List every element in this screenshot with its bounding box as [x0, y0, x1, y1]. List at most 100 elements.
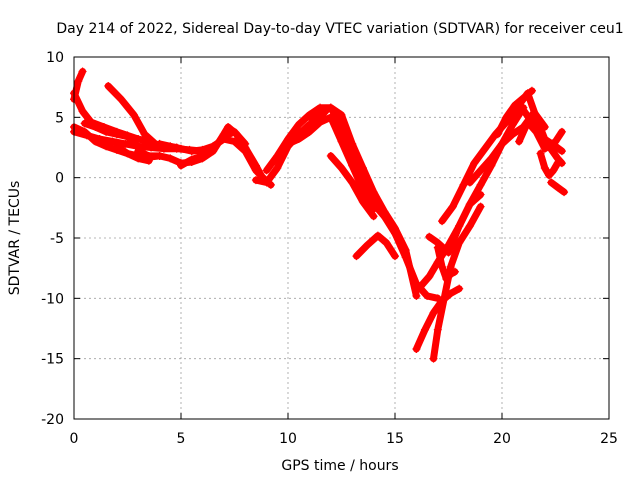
- x-tick-label: 5: [177, 431, 186, 447]
- data-point-marker: [455, 238, 464, 247]
- x-axis-ticks: 0 5 10 15 20 25: [70, 57, 618, 447]
- data-point-marker: [155, 151, 164, 160]
- data-point-marker: [91, 122, 100, 131]
- data-point-marker: [348, 161, 357, 170]
- data-point-marker: [95, 135, 104, 144]
- data-point-marker: [241, 139, 250, 148]
- series-sat-o: [326, 151, 378, 221]
- series-sat-v: [433, 243, 459, 284]
- data-point-marker: [412, 291, 421, 300]
- series-sat-p: [352, 231, 399, 261]
- series-sat-ac: [547, 178, 569, 197]
- y-tick-label: -5: [50, 231, 64, 247]
- data-point-marker: [177, 161, 185, 170]
- data-point-marker: [262, 166, 271, 175]
- data-point-marker: [140, 130, 149, 139]
- data-point-marker: [219, 132, 228, 141]
- data-point-marker: [155, 139, 164, 148]
- data-point-marker: [294, 135, 303, 144]
- y-axis-label: SDTVAR / TECUs: [7, 181, 23, 296]
- data-point-marker: [480, 144, 489, 153]
- data-point-marker: [412, 345, 421, 354]
- data-point-marker: [262, 178, 271, 187]
- data-point-marker: [425, 232, 434, 241]
- data-point-marker: [352, 252, 361, 261]
- data-point-marker: [519, 94, 528, 103]
- data-point-marker: [82, 131, 91, 140]
- data-point-marker: [373, 231, 382, 240]
- data-point-marker: [493, 130, 502, 139]
- y-axis-ticks: -20 -15 -10 -5 0 5 10: [41, 50, 609, 428]
- data-point-marker: [78, 107, 87, 116]
- data-point-marker: [134, 154, 143, 163]
- data-point-marker: [440, 294, 449, 303]
- data-point-marker: [134, 135, 143, 144]
- data-point-marker: [230, 127, 239, 136]
- data-point-marker: [123, 132, 132, 141]
- series-group: [70, 67, 569, 363]
- data-point-marker: [102, 127, 111, 136]
- data-point-marker: [515, 137, 524, 146]
- data-point-marker: [510, 101, 519, 110]
- data-point-marker: [527, 86, 536, 95]
- data-point-marker: [444, 248, 453, 257]
- data-point-marker: [166, 142, 175, 151]
- data-point-marker: [429, 354, 438, 363]
- data-point-marker: [166, 154, 175, 163]
- data-point-marker: [337, 137, 346, 146]
- data-point-marker: [382, 238, 391, 247]
- data-point-marker: [530, 108, 539, 117]
- data-point-marker: [391, 252, 399, 261]
- data-point-marker: [465, 178, 474, 187]
- data-point-marker: [476, 190, 485, 199]
- series-line: [466, 109, 549, 186]
- data-point-marker: [536, 130, 545, 139]
- data-point-marker: [117, 95, 126, 104]
- data-point-marker: [502, 113, 511, 122]
- data-point-marker: [487, 154, 496, 163]
- data-point-marker: [455, 221, 464, 230]
- x-tick-label: 20: [493, 431, 511, 447]
- data-point-marker: [123, 149, 132, 158]
- data-point-marker: [316, 118, 325, 127]
- data-point-marker: [549, 166, 558, 175]
- data-point-marker: [337, 110, 346, 119]
- data-point-marker: [284, 139, 292, 148]
- series-sat-j: [177, 127, 250, 170]
- y-tick-label: 5: [55, 110, 64, 126]
- data-point-marker: [230, 137, 239, 146]
- x-tick-label: 10: [279, 431, 297, 447]
- series-sat-g: [112, 142, 153, 165]
- data-point-marker: [498, 139, 506, 148]
- data-point-marker: [224, 122, 233, 131]
- data-point-marker: [382, 214, 391, 223]
- data-point-marker: [438, 217, 447, 226]
- data-point-marker: [365, 197, 374, 206]
- data-point-marker: [209, 144, 218, 153]
- data-point-marker: [316, 106, 325, 115]
- data-point-marker: [527, 118, 536, 127]
- y-tick-label: 0: [55, 171, 64, 187]
- series-line: [515, 118, 566, 153]
- data-point-marker: [438, 262, 447, 271]
- grid: [74, 57, 609, 419]
- data-point-marker: [187, 155, 196, 164]
- data-point-marker: [326, 113, 335, 122]
- data-point-marker: [108, 137, 117, 146]
- series-line: [353, 232, 399, 260]
- data-point-marker: [373, 205, 382, 214]
- data-point-marker: [251, 166, 260, 175]
- data-point-marker: [536, 149, 545, 158]
- x-axis-label: GPS time / hours: [281, 458, 398, 474]
- data-point-marker: [251, 176, 260, 185]
- data-point-marker: [459, 180, 468, 189]
- series-sat-ab: [536, 149, 562, 180]
- data-point-marker: [448, 202, 457, 211]
- data-point-marker: [305, 127, 314, 136]
- data-point-marker: [470, 159, 479, 168]
- data-point-marker: [112, 130, 121, 139]
- data-point-marker: [425, 272, 434, 281]
- series-sat-l: [262, 103, 442, 303]
- data-point-marker: [147, 143, 156, 152]
